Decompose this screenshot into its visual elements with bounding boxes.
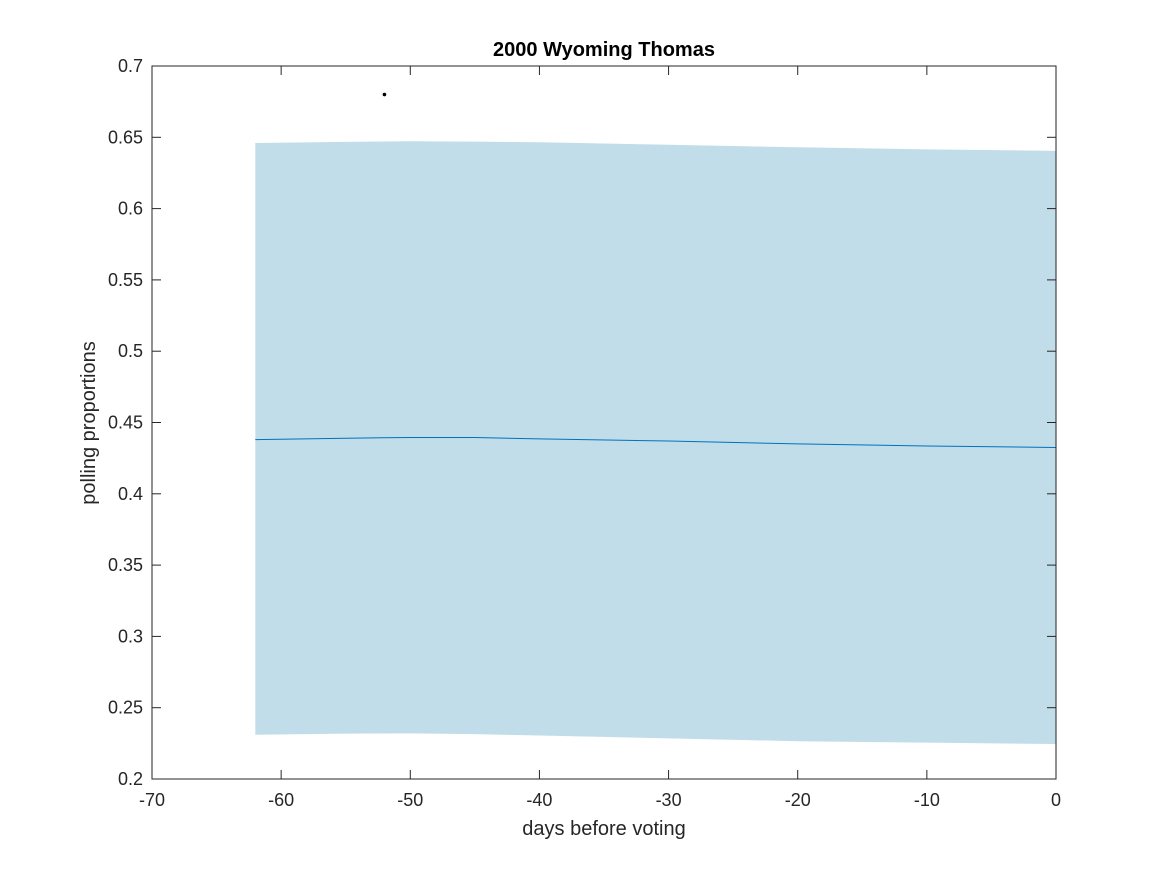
x-tick-label: -20 [785,790,811,810]
y-tick-label: 0.55 [108,270,143,290]
uncertainty-band [255,141,1056,744]
chart-title: 2000 Wyoming Thomas [493,39,715,61]
y-tick-label: 0.6 [118,199,143,219]
x-tick-label: 0 [1051,790,1061,810]
y-tick-label: 0.45 [108,413,143,433]
y-tick-label: 0.25 [108,698,143,718]
y-tick-label: 0.4 [118,484,143,504]
y-tick-label: 0.65 [108,127,143,147]
x-tick-label: -40 [526,790,552,810]
y-axis-label: polling proportions [78,341,100,504]
y-tick-label: 0.35 [108,555,143,575]
x-tick-label: -10 [914,790,940,810]
y-tick-label: 0.5 [118,341,143,361]
plot-area [255,93,1056,744]
x-tick-label: -70 [139,790,165,810]
y-tick-label: 0.3 [118,626,143,646]
y-tick-label: 0.7 [118,56,143,76]
x-tick-label: -50 [397,790,423,810]
x-tick-label: -60 [268,790,294,810]
y-tick-label: 0.2 [118,769,143,789]
x-tick-label: -30 [656,790,682,810]
data-point-0 [383,93,387,97]
x-axis-label: days before voting [522,818,685,840]
